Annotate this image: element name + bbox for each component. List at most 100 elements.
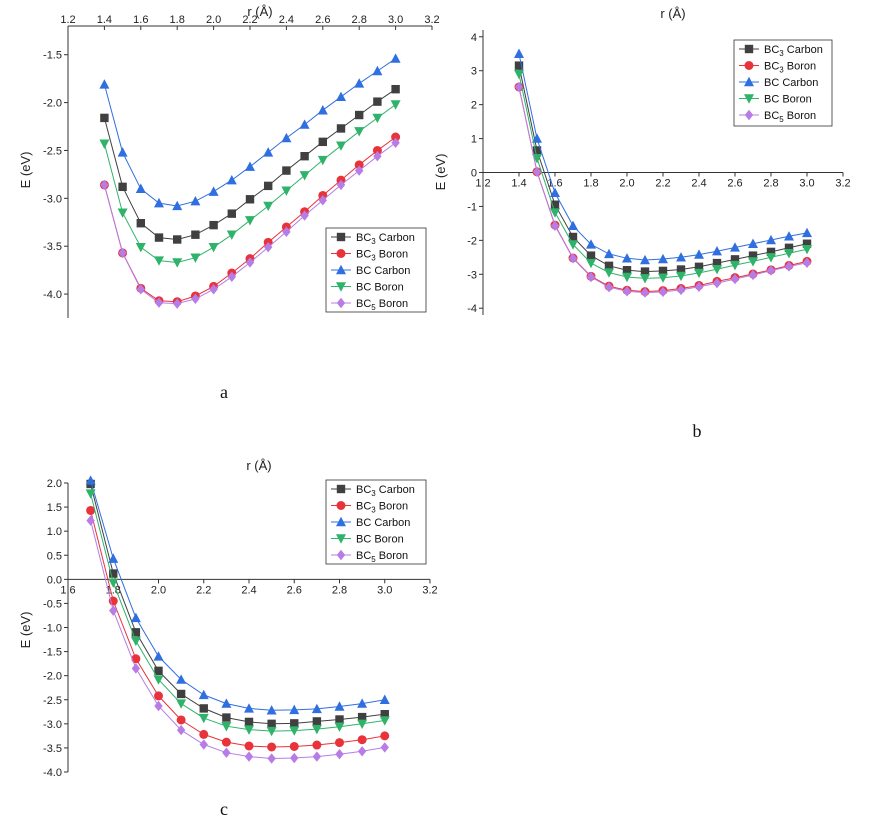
y-tick-label: -4.0 (43, 767, 62, 779)
data-point (190, 196, 201, 206)
data-point (355, 165, 364, 176)
data-point (281, 186, 292, 196)
x-tick-label: 3.0 (377, 584, 392, 596)
data-point (264, 241, 273, 253)
data-point (335, 748, 344, 760)
y-tick-label: -3.0 (43, 193, 62, 205)
x-tick-label: 2.4 (279, 14, 294, 26)
x-axis-title: r (Å) (247, 4, 272, 19)
data-point (373, 151, 382, 162)
data-point (694, 262, 704, 272)
series-4 (514, 69, 812, 284)
data-point (267, 719, 276, 729)
y-tick-label: -3 (467, 269, 477, 281)
data-point (117, 147, 128, 157)
chart-panel-a: 1.2 1.4 1.6 1.8 2.0 2.2 2.4 2.6 2.8 3.0 3.2 -4.0 -3.… (18, 4, 440, 402)
y-tick-label: 1.0 (47, 526, 62, 538)
data-point (154, 233, 164, 242)
data-point (282, 226, 291, 238)
data-point (299, 171, 310, 181)
data-point (379, 694, 390, 704)
legend-label: BC5 Boron (356, 550, 408, 564)
x-tick-label: 2.0 (206, 14, 221, 26)
data-point (391, 137, 400, 148)
data-point (694, 268, 704, 279)
data-point (312, 751, 322, 762)
data-point (208, 186, 219, 196)
data-point (317, 105, 328, 115)
data-point (712, 277, 722, 289)
data-point (135, 183, 146, 193)
y-tick-label: 2.0 (47, 478, 62, 490)
y-tick-label: 4 (471, 32, 477, 44)
y-tick-label: -1 (467, 201, 477, 213)
data-point (604, 281, 614, 293)
data-point (130, 612, 141, 623)
x-tick-label: 2.4 (691, 178, 706, 190)
series-line (90, 493, 385, 732)
data-point (318, 195, 327, 206)
data-point (380, 731, 390, 741)
panel-label: a (220, 382, 228, 402)
data-point (312, 740, 322, 750)
legend: BC3 Carbon BC3 Boron BC Carbon BC Boron BC5 … (733, 39, 833, 127)
data-point (802, 257, 812, 268)
x-tick-label: 3.0 (799, 178, 814, 190)
data-point (244, 741, 254, 751)
data-point (622, 266, 632, 275)
data-point (357, 735, 367, 745)
data-point (514, 81, 524, 93)
data-point (131, 663, 141, 674)
data-point (318, 137, 327, 147)
series-line (90, 480, 385, 711)
data-point (244, 703, 254, 713)
data-point (221, 722, 232, 732)
data-point (154, 197, 164, 208)
data-point (131, 654, 141, 664)
data-point (245, 195, 255, 204)
data-point (748, 269, 758, 281)
data-point (676, 252, 686, 262)
legend-label: BC3 Carbon (356, 232, 415, 246)
data-point (109, 605, 118, 616)
legend-label: BC Carbon (764, 77, 818, 89)
data-point (154, 666, 163, 676)
data-point (550, 220, 560, 231)
y-tick-label: 0.5 (47, 550, 62, 562)
x-tick-label: 1.4 (511, 178, 526, 190)
data-point (514, 69, 524, 80)
legend-label: BC Boron (356, 534, 404, 546)
data-point (136, 219, 145, 228)
data-point (391, 84, 400, 94)
data-point (802, 244, 812, 255)
data-point (154, 700, 163, 712)
data-point (372, 145, 382, 155)
data-point (131, 628, 141, 637)
data-point (604, 248, 614, 259)
y-tick-label: -4 (467, 303, 477, 315)
data-point (694, 281, 704, 293)
data-point (334, 722, 345, 732)
data-point (198, 713, 209, 724)
data-point (176, 699, 187, 709)
data-point (514, 48, 524, 58)
data-point (802, 227, 812, 238)
data-point (694, 249, 704, 259)
data-point (100, 113, 109, 123)
y-tick-label: -1.0 (43, 623, 62, 635)
data-point (712, 246, 722, 256)
series-3 (99, 53, 401, 211)
y-tick-label: 0.0 (47, 574, 62, 586)
data-point (153, 675, 164, 685)
data-point (514, 61, 524, 70)
data-point (267, 742, 277, 752)
panel-label: c (220, 799, 228, 819)
data-point (135, 242, 146, 253)
data-point (176, 724, 186, 736)
legend-label: BC3 Carbon (764, 44, 823, 58)
panel-label: b (693, 421, 702, 441)
legend-marker (744, 61, 754, 70)
data-point (108, 578, 119, 588)
data-point (86, 515, 95, 526)
